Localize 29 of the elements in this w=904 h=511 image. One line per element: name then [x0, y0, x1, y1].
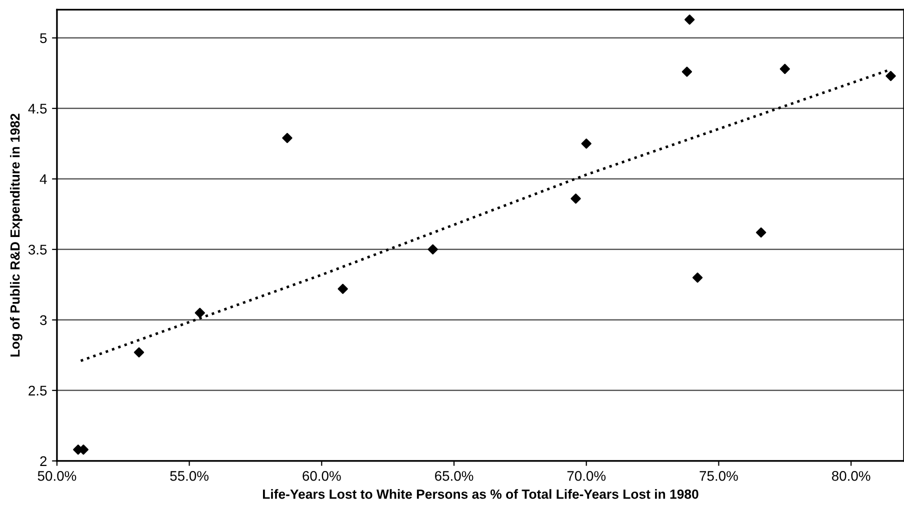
point [194, 308, 205, 318]
x-tick-label: 50.0% [38, 471, 76, 481]
point [756, 227, 766, 238]
point [581, 138, 592, 149]
y-tick-label: 4 [40, 174, 47, 184]
x-tick-label: 80.0% [832, 471, 870, 481]
x-tick-label: 60.0% [302, 471, 341, 481]
y-tick-label: 2 [40, 456, 47, 466]
point [780, 64, 790, 74]
x-tick-label: 75.0% [700, 471, 738, 481]
y-tick-label: 4.5 [28, 104, 47, 114]
point [682, 66, 692, 77]
x-tick-label: 65.0% [435, 471, 474, 481]
y-tick-label: 5 [40, 33, 47, 44]
y-tick-label: 3 [40, 315, 47, 326]
x-axis-title: Life-Years Lost to White Persons as % of Total Life-Years Lost in 1980 [262, 489, 698, 499]
y-axis-title: Log of Public R&D Expenditure in 1982 [10, 114, 22, 356]
point [134, 347, 144, 358]
y-tick-label: 2.5 [28, 386, 47, 396]
point [338, 284, 348, 294]
point [684, 14, 695, 25]
x-tick-label: 70.0% [567, 471, 606, 481]
point [886, 70, 896, 82]
point [428, 244, 438, 254]
x-tick-label: 55.0% [170, 471, 208, 481]
y-tick-label: 3.5 [28, 244, 47, 255]
point [282, 132, 292, 144]
point [692, 272, 703, 283]
point [570, 194, 581, 204]
